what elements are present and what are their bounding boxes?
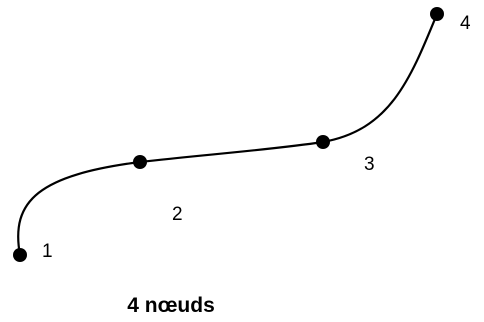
node-3-label: 3	[364, 154, 375, 175]
node-4: 4	[430, 7, 471, 34]
node-4-label: 4	[460, 13, 471, 34]
node-2-label: 2	[172, 204, 183, 225]
node-1-label: 1	[42, 241, 53, 262]
node-1-dot	[13, 248, 27, 262]
node-2-dot	[133, 155, 147, 169]
node-3: 3	[316, 135, 375, 175]
spline-curve	[17, 12, 439, 257]
node-3-dot	[316, 135, 330, 149]
node-4-dot	[430, 7, 444, 21]
node-2: 2	[133, 155, 183, 225]
node-1: 1	[13, 241, 53, 262]
diagram-caption: 4 nœuds	[127, 294, 215, 317]
